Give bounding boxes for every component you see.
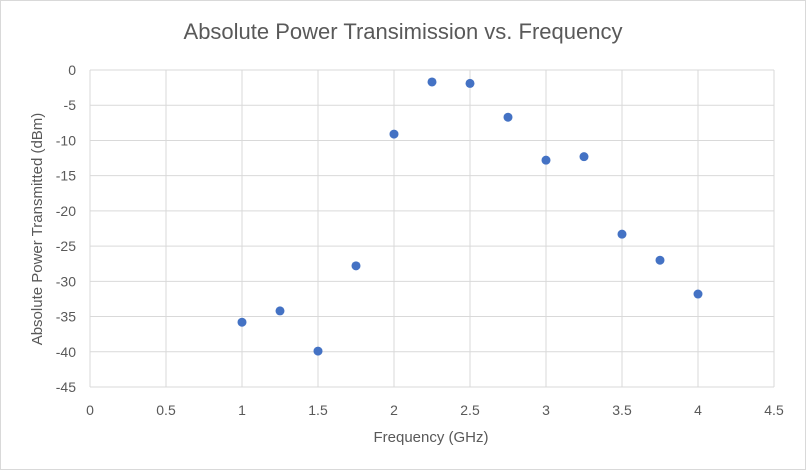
data-point bbox=[693, 289, 703, 299]
data-point bbox=[465, 78, 475, 88]
y-tick-label: -45 bbox=[56, 379, 76, 395]
data-point bbox=[503, 112, 513, 122]
x-tick-label: 2 bbox=[390, 402, 398, 418]
data-point bbox=[655, 255, 665, 265]
data-point bbox=[313, 346, 323, 356]
x-tick-label: 1 bbox=[238, 402, 246, 418]
y-tick-label: -25 bbox=[56, 238, 76, 254]
x-tick-label: 1.5 bbox=[308, 402, 328, 418]
x-axis-ticks: 0 0.5 1 1.5 2 2.5 3 3.5 4 4.5 bbox=[86, 402, 784, 418]
y-tick-label: -15 bbox=[56, 168, 76, 184]
x-tick-label: 3.5 bbox=[612, 402, 632, 418]
y-tick-label: -10 bbox=[56, 132, 76, 148]
y-axis-title: Absolute Power Transmitted (dBm) bbox=[29, 113, 46, 346]
data-point bbox=[541, 155, 551, 165]
x-tick-label: 4 bbox=[694, 402, 702, 418]
x-tick-label: 2.5 bbox=[460, 402, 480, 418]
x-tick-label: 0 bbox=[86, 402, 94, 418]
x-tick-label: 3 bbox=[542, 402, 550, 418]
data-point bbox=[579, 152, 589, 162]
data-point bbox=[389, 129, 399, 139]
y-axis-ticks: 0 -5 -10 -15 -20 -25 -30 -35 -40 -45 bbox=[56, 62, 76, 395]
y-tick-label: -35 bbox=[56, 309, 76, 325]
data-point bbox=[617, 229, 627, 239]
y-tick-label: 0 bbox=[68, 62, 76, 78]
x-tick-label: 0.5 bbox=[156, 402, 176, 418]
y-tick-label: -30 bbox=[56, 273, 76, 289]
data-points bbox=[237, 77, 703, 356]
y-tick-label: -5 bbox=[64, 97, 77, 113]
y-tick-label: -40 bbox=[56, 344, 76, 360]
data-point bbox=[427, 77, 437, 87]
data-point bbox=[275, 306, 285, 316]
data-point bbox=[237, 317, 247, 327]
x-axis-title: Frequency (GHz) bbox=[373, 429, 488, 446]
chart-title: Absolute Power Transimission vs. Frequen… bbox=[184, 19, 623, 44]
x-tick-label: 4.5 bbox=[764, 402, 784, 418]
gridlines bbox=[89, 69, 775, 388]
y-tick-label: -20 bbox=[56, 203, 76, 219]
data-point bbox=[351, 261, 361, 271]
